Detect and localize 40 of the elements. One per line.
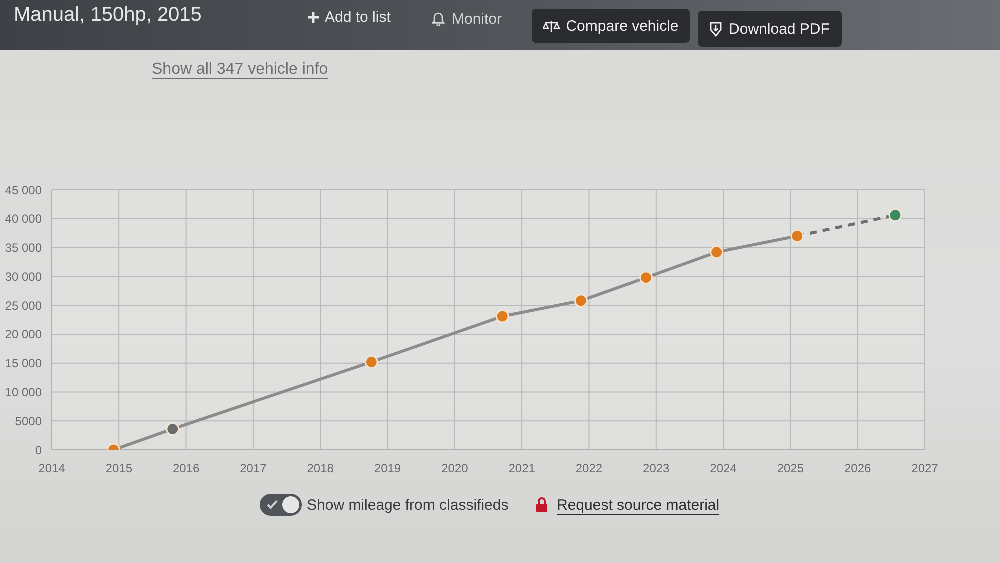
point: [640, 271, 654, 285]
x-tick-label: 2021: [508, 462, 536, 476]
y-tick-label: 40 000: [5, 212, 42, 226]
x-tick-label: 2027: [912, 462, 939, 476]
y-tick-label: 45 000: [5, 183, 42, 198]
x-tick-label: 2014: [38, 462, 66, 476]
point: [496, 310, 510, 324]
point: [166, 422, 180, 436]
y-tick-label: 10 000: [5, 385, 42, 400]
text: Show mileage from classifieds: [307, 496, 509, 514]
point: [364, 355, 378, 369]
text: Compare vehicle: [566, 18, 679, 34]
point: [888, 208, 902, 222]
y-tick-label: 0: [35, 443, 42, 458]
x-tick-label: 2024: [710, 462, 738, 476]
text: Monitor: [452, 10, 502, 28]
y-tick-label: 30 000: [5, 270, 42, 284]
x-tick-label: 2017: [240, 462, 268, 476]
x-tick-label: 2023: [643, 462, 670, 476]
x-tick-label: 2018: [307, 462, 334, 476]
y-tick-label: 35 000: [5, 241, 42, 256]
point: [710, 246, 724, 260]
x-tick-label: 2019: [374, 462, 402, 476]
chart-title: Manual, 150hp, 2015: [14, 4, 202, 27]
text: Download PDF: [729, 20, 830, 38]
text: Add to list: [325, 8, 391, 26]
y-tick-label: 5000: [15, 414, 42, 428]
point: [574, 294, 588, 308]
y-tick-label: 15 000: [5, 356, 42, 371]
x-tick-label: 2022: [576, 462, 603, 476]
x-tick-label: 2015: [106, 462, 133, 476]
x-tick-label: 2016: [172, 462, 200, 476]
x-tick-label: 2020: [442, 462, 469, 476]
text: Show all 347 vehicle info: [152, 61, 328, 79]
y-tick-label: 25 000: [5, 298, 42, 313]
x-tick-label: 2025: [777, 462, 804, 476]
point: [790, 229, 804, 243]
y-tick-label: 20 000: [5, 328, 42, 342]
text: Request source material: [557, 496, 720, 514]
x-tick-label: 2026: [844, 462, 872, 476]
